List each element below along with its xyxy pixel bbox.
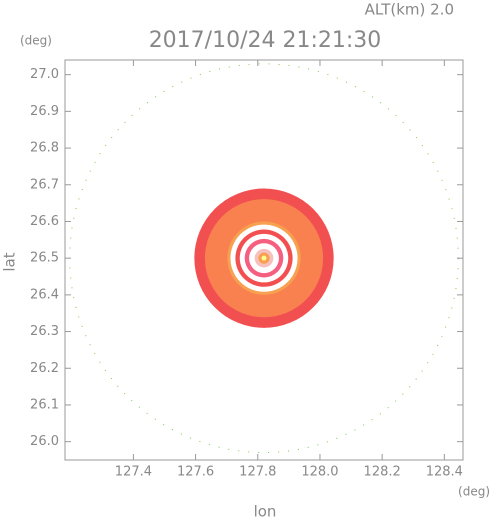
plot-frame bbox=[64, 59, 464, 461]
altitude-label: ALT(km) 2.0 bbox=[365, 1, 454, 19]
y-tick-label: 26.4 bbox=[30, 287, 59, 302]
x-tick-label: 127.6 bbox=[177, 465, 214, 480]
y-tick-label: 27.0 bbox=[30, 67, 59, 82]
x-unit: (deg) bbox=[458, 485, 490, 499]
x-tick-label: 128.4 bbox=[426, 465, 463, 480]
y-tick-label: 26.5 bbox=[30, 251, 59, 266]
y-tick-label: 26.9 bbox=[30, 104, 59, 119]
x-tick-label: 128.0 bbox=[301, 465, 338, 480]
x-tick-label: 128.2 bbox=[364, 465, 401, 480]
y-tick-label: 26.6 bbox=[30, 214, 59, 229]
x-tick-label: 127.4 bbox=[115, 465, 152, 480]
y-tick-label: 26.7 bbox=[30, 177, 59, 192]
y-tick-label: 26.0 bbox=[30, 434, 59, 449]
x-tick-label: 127.8 bbox=[239, 465, 276, 480]
y-tick-label: 26.2 bbox=[30, 361, 59, 376]
echo-ring bbox=[261, 255, 267, 261]
y-unit: (deg) bbox=[20, 34, 52, 48]
y-tick-label: 26.3 bbox=[30, 324, 59, 339]
y-tick-label: 26.1 bbox=[30, 397, 59, 412]
y-axis-label: lat bbox=[1, 252, 19, 271]
y-tick-label: 26.8 bbox=[30, 141, 59, 156]
chart-title: 2017/10/24 21:21:30 bbox=[149, 28, 382, 53]
x-axis-label: lon bbox=[254, 503, 277, 521]
